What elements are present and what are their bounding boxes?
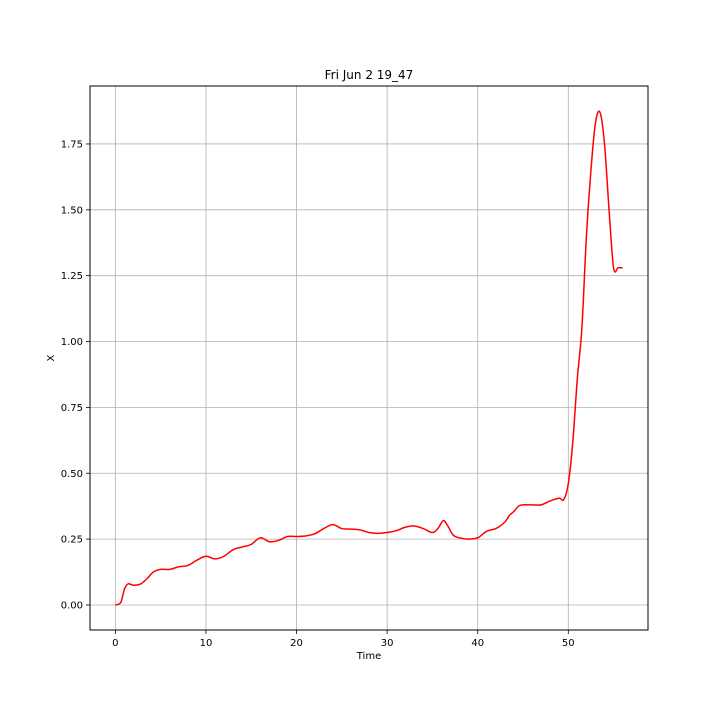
y-tick-label: 1.75 (61, 139, 83, 150)
x-tick-label: 40 (471, 638, 484, 649)
y-tick-label: 0.25 (61, 535, 83, 546)
y-tick-label: 1.00 (61, 337, 83, 348)
grid (90, 86, 648, 630)
y-axis: 0.00 0.25 0.50 0.75 1.00 1.25 1.50 1.75 (61, 139, 90, 611)
x-tick-label: 10 (200, 638, 213, 649)
series-layer (115, 110, 623, 606)
y-tick-label: 0.00 (61, 600, 83, 611)
series-line (115, 110, 623, 606)
x-tick-label: 30 (381, 638, 394, 649)
y-tick-label: 0.50 (61, 469, 83, 480)
x-axis-label: Time (356, 651, 381, 662)
plot-frame (89, 85, 649, 631)
y-tick-label: 0.75 (61, 403, 83, 414)
x-axis: 0 10 20 30 40 50 (112, 630, 575, 649)
x-tick-label: 50 (562, 638, 575, 649)
x-tick-label: 20 (290, 638, 303, 649)
y-axis-label: X (46, 354, 57, 361)
y-tick-label: 1.50 (61, 205, 83, 216)
y-tick-label: 1.25 (61, 271, 83, 282)
chart-title: Fri Jun 2 19_47 (325, 68, 414, 82)
x-tick-label: 0 (112, 638, 118, 649)
